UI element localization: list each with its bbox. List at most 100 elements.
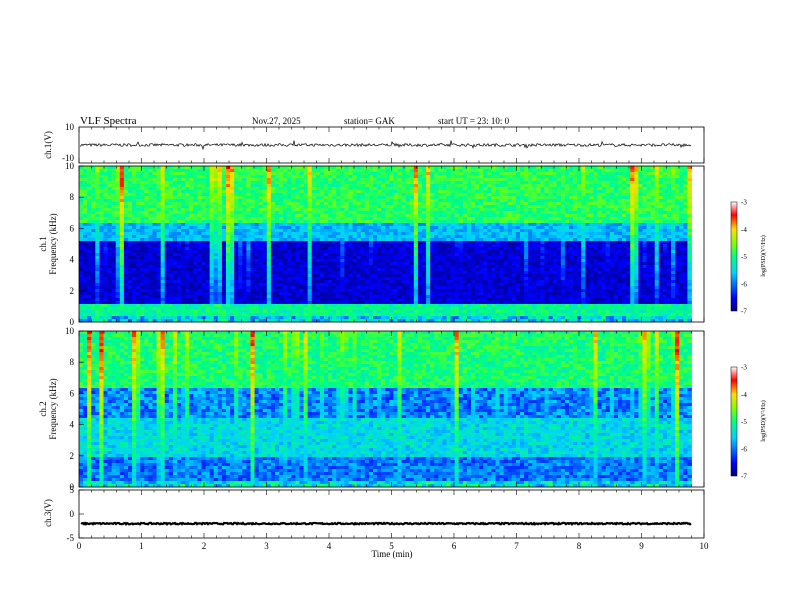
spectrogram-cell [132, 265, 137, 269]
spectrogram-cell [193, 256, 198, 260]
spectrogram-cell [115, 190, 121, 194]
spectrogram-cell [389, 271, 394, 275]
spectrogram-cell [275, 196, 280, 200]
spectrogram-cell [177, 226, 182, 230]
spectrogram-cell [201, 265, 206, 269]
spectrogram-cell [275, 229, 280, 233]
spectrogram-cell [336, 169, 341, 173]
spectrogram-cell [201, 211, 206, 215]
spectrogram-cell [181, 250, 186, 254]
spectrogram-cell [181, 247, 186, 251]
spectrogram-cell [99, 310, 104, 314]
spectrogram-cell [152, 184, 157, 188]
spectrogram-cell [164, 268, 170, 272]
spectrogram-cell [373, 181, 378, 185]
spectrogram-cell [87, 214, 92, 218]
spectrogram-cell [450, 274, 456, 278]
spectrogram-cell [385, 223, 390, 227]
spectrogram-cell [201, 187, 206, 191]
spectrogram-cell [295, 199, 300, 203]
spectrogram-cell [319, 214, 325, 218]
spectrogram-cell [250, 247, 255, 251]
spectrogram-cell [450, 184, 456, 188]
spectrogram-cell [242, 184, 247, 188]
spectrogram-cell [246, 247, 251, 251]
spectrogram-cell [79, 256, 84, 260]
spectrogram-cell [140, 166, 145, 170]
spectrogram-cell [234, 205, 239, 209]
spectrogram-cell [250, 244, 255, 248]
spectrogram-cell [430, 214, 435, 218]
spectrogram-cell [213, 310, 219, 314]
spectrogram-cell [344, 169, 349, 173]
spectrogram-cell [185, 265, 190, 269]
spectrogram-cell [250, 166, 255, 170]
spectrogram-cell [405, 295, 411, 299]
spectrogram-cell [95, 211, 100, 215]
spectrogram-cell [99, 307, 104, 311]
spectrogram-cell [315, 253, 321, 257]
spectrogram-cell [107, 232, 113, 236]
spectrogram-cell [209, 205, 215, 209]
spectrogram-cell [360, 172, 366, 176]
spectrogram-cell [364, 250, 370, 254]
spectrogram-cell [266, 217, 272, 221]
spectrogram-cell [438, 181, 443, 185]
spectrogram-cell [119, 232, 125, 236]
spectrogram-cell [115, 229, 121, 233]
spectrogram-cell [401, 292, 407, 296]
spectrogram-cell [250, 190, 255, 194]
spectrogram-cell [360, 277, 366, 281]
spectrogram-cell [95, 244, 100, 248]
spectrogram-cell [132, 298, 137, 302]
spectrogram-cell [136, 253, 141, 257]
spectrogram-cell [242, 295, 247, 299]
spectrogram-cell [242, 223, 247, 227]
spectrogram-cell [156, 229, 162, 233]
spectrogram-cell [381, 238, 386, 242]
spectrogram-cell [132, 301, 137, 305]
spectrogram-cell [119, 235, 125, 239]
spectrogram-cell [442, 298, 447, 302]
spectrogram-cell [291, 313, 296, 317]
spectrogram-cell [87, 178, 92, 182]
spectrogram-cell [95, 214, 100, 218]
spectrogram-cell [258, 262, 264, 266]
spectrogram-cell [397, 277, 402, 281]
spectrogram-cell [201, 208, 206, 212]
spectrogram-cell [287, 187, 292, 191]
spectrogram-cell [266, 253, 272, 257]
spectrogram-cell [393, 262, 398, 266]
spectrogram-cell [91, 304, 96, 308]
spectrogram-cell [128, 187, 133, 191]
spectrogram-cell [99, 175, 104, 179]
spectrogram-cell [348, 175, 353, 179]
spectrogram-cell [434, 313, 439, 317]
spectrogram-cell [123, 283, 129, 287]
spectrogram-cell [442, 175, 447, 179]
spectrogram-cell [422, 220, 427, 224]
spectrogram-cell [426, 217, 431, 221]
spectrogram-cell [262, 274, 268, 278]
spectrogram-cell [156, 211, 162, 215]
spectrogram-cell [401, 226, 407, 230]
spectrogram-cell [401, 172, 407, 176]
spectrogram-cell [79, 298, 84, 302]
spectrogram-cell [205, 175, 211, 179]
spectrogram-cell [193, 304, 198, 308]
spectrogram-cell [123, 187, 129, 191]
spectrogram-cell [315, 220, 321, 224]
spectrogram-cell [319, 259, 325, 263]
spectrogram-cell [79, 307, 84, 311]
spectrogram-cell [287, 226, 292, 230]
spectrogram-cell [87, 220, 92, 224]
spectrogram-cell [319, 241, 325, 245]
spectrogram-cell [430, 202, 435, 206]
spectrogram-cell [270, 289, 276, 293]
spectrogram-cell [454, 310, 460, 314]
spectrogram-cell [152, 313, 157, 317]
spectrogram-cell [123, 241, 129, 245]
spectrogram-cell [185, 253, 190, 257]
spectrogram-cell [381, 214, 386, 218]
spectrogram-cell [209, 253, 215, 257]
